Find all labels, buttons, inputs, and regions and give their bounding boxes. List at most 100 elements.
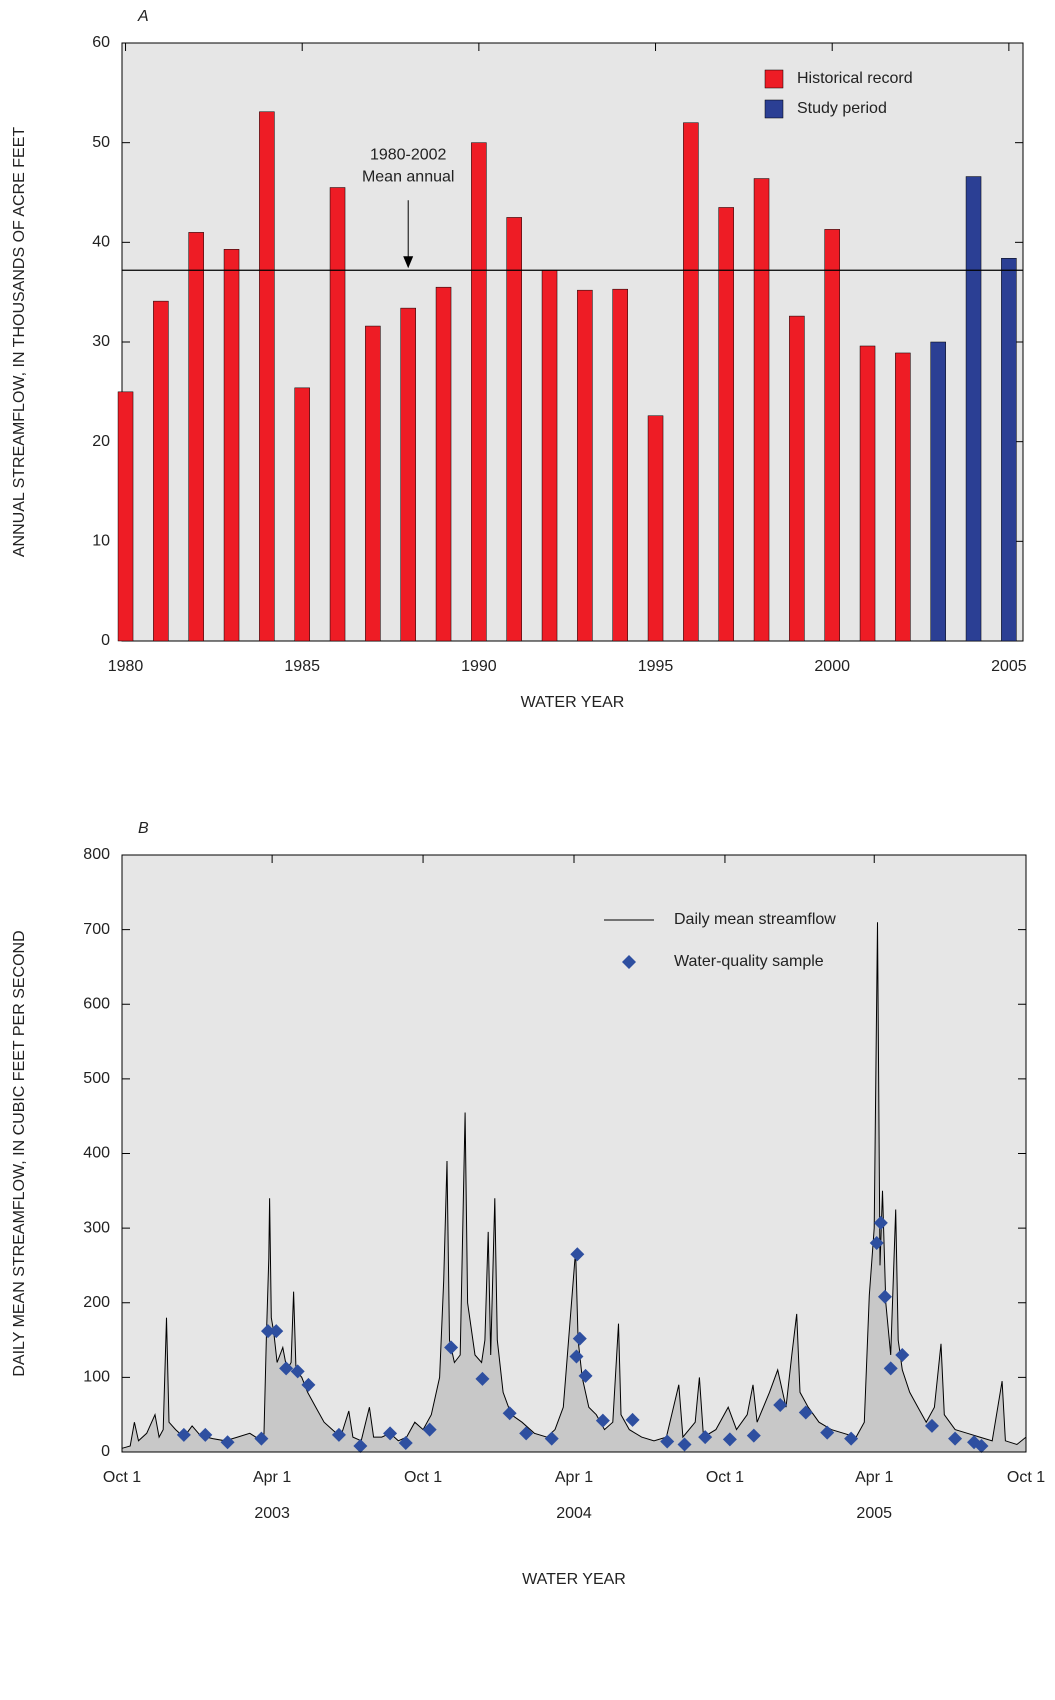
flow-line xyxy=(121,922,1027,1449)
legend-marker xyxy=(622,955,636,969)
bar xyxy=(223,249,240,642)
bar xyxy=(965,176,982,642)
bar xyxy=(824,229,840,642)
y-tick-label: 500 xyxy=(83,1070,110,1087)
bar xyxy=(647,415,664,642)
x-tick-label: 1990 xyxy=(461,658,497,675)
bar xyxy=(365,325,381,642)
y-tick-label: 600 xyxy=(83,995,110,1012)
plot-area xyxy=(121,42,1024,642)
sample-point xyxy=(844,1431,859,1446)
bar xyxy=(153,300,169,642)
sample-point xyxy=(502,1406,517,1421)
bar xyxy=(859,345,876,642)
bar xyxy=(718,207,734,642)
legend-label: Study period xyxy=(797,100,887,117)
sample-point xyxy=(722,1432,737,1447)
x-axis-label: WATER YEAR xyxy=(521,694,625,711)
y-tick-label: 700 xyxy=(83,921,110,938)
sample-point xyxy=(883,1361,898,1376)
sample-point xyxy=(924,1418,939,1433)
sample-point xyxy=(572,1331,587,1346)
bar xyxy=(683,122,699,642)
sample-point xyxy=(660,1434,675,1449)
sample-point xyxy=(475,1371,490,1386)
sample-point xyxy=(331,1427,346,1442)
sample-point xyxy=(290,1364,305,1379)
sample-point xyxy=(948,1431,963,1446)
sample-point xyxy=(301,1377,316,1392)
year-label: 2004 xyxy=(556,1505,592,1522)
legend-label: Daily mean streamflow xyxy=(674,911,836,928)
year-label: 2003 xyxy=(254,1505,290,1522)
bar xyxy=(400,307,416,642)
sample-point xyxy=(974,1439,989,1454)
x-tick-label: Oct 1 xyxy=(1007,1469,1045,1486)
mean-arrowhead xyxy=(403,256,414,269)
x-tick-label: Oct 1 xyxy=(103,1469,141,1486)
bar xyxy=(188,232,204,642)
x-tick-label: Apr 1 xyxy=(855,1469,893,1486)
x-tick-label: 1995 xyxy=(638,658,674,675)
bar xyxy=(577,289,593,642)
bar xyxy=(435,286,452,642)
y-tick-label: 100 xyxy=(83,1369,110,1386)
legend-swatch xyxy=(764,99,784,119)
sample-point xyxy=(398,1436,413,1451)
sample-point xyxy=(773,1397,788,1412)
legend-label: Historical record xyxy=(797,70,913,87)
sample-point xyxy=(625,1412,640,1427)
legend-swatch xyxy=(764,69,784,89)
year-label: 2005 xyxy=(856,1505,892,1522)
sample-point xyxy=(873,1215,888,1230)
x-tick-label: Apr 1 xyxy=(253,1469,291,1486)
x-tick-label: 1980 xyxy=(108,658,144,675)
sample-point xyxy=(877,1289,892,1304)
sample-point xyxy=(198,1427,213,1442)
panel-label: B xyxy=(138,820,149,837)
bar xyxy=(1001,258,1017,642)
sample-point xyxy=(444,1340,459,1355)
bar xyxy=(329,187,346,642)
sample-point xyxy=(279,1361,294,1376)
sample-point xyxy=(544,1431,559,1446)
bar xyxy=(471,142,487,642)
sample-point xyxy=(422,1422,437,1437)
x-tick-label: 2005 xyxy=(991,658,1027,675)
y-axis-label: ANNUAL STREAMFLOW, IN THOUSANDS OF ACRE … xyxy=(11,127,28,558)
mean-annotation: 1980-2002 xyxy=(370,146,447,163)
bar xyxy=(895,352,911,642)
sample-point xyxy=(269,1324,284,1339)
y-axis-label: DAILY MEAN STREAMFLOW, IN CUBIC FEET PER… xyxy=(11,930,28,1376)
sample-point xyxy=(220,1435,235,1450)
y-tick-label: 300 xyxy=(83,1219,110,1236)
bar xyxy=(259,111,275,642)
y-tick-label: 20 xyxy=(92,433,110,450)
x-tick-label: Oct 1 xyxy=(404,1469,442,1486)
y-tick-label: 40 xyxy=(92,234,110,251)
y-tick-label: 200 xyxy=(83,1294,110,1311)
bar xyxy=(930,341,946,642)
x-tick-label: Apr 1 xyxy=(555,1469,593,1486)
sample-point xyxy=(260,1324,275,1339)
sample-point xyxy=(254,1431,269,1446)
sample-point xyxy=(519,1426,534,1441)
bar xyxy=(753,178,770,642)
sample-point xyxy=(820,1425,835,1440)
legend-label: Water-quality sample xyxy=(674,953,824,970)
y-tick-label: 400 xyxy=(83,1145,110,1162)
sample-point xyxy=(698,1430,713,1445)
sample-point xyxy=(176,1427,191,1442)
plot-frame xyxy=(121,854,1027,1453)
sample-point xyxy=(570,1247,585,1262)
sample-point xyxy=(595,1413,610,1428)
sample-point xyxy=(895,1347,910,1362)
bar xyxy=(541,269,558,642)
bar xyxy=(294,387,310,642)
y-tick-label: 60 xyxy=(92,34,110,51)
x-tick-label: Oct 1 xyxy=(706,1469,744,1486)
y-tick-label: 50 xyxy=(92,134,110,151)
sample-point xyxy=(869,1236,884,1251)
sample-point xyxy=(677,1437,692,1452)
x-axis-label: WATER YEAR xyxy=(522,1571,626,1588)
